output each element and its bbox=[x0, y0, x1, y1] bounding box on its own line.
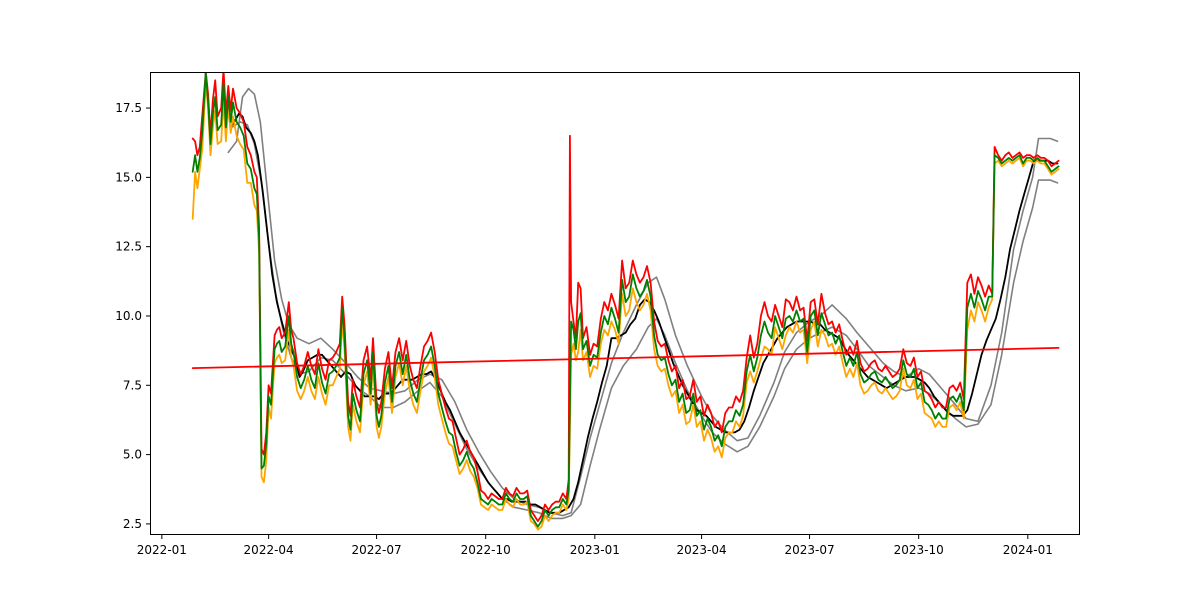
series-line-1 bbox=[227, 87, 1059, 517]
series-line-4 bbox=[191, 82, 1060, 531]
y-tick-label: 7.5 bbox=[123, 378, 142, 392]
y-tick-label: 15.0 bbox=[115, 170, 142, 184]
x-tick-label: 2024-01 bbox=[1003, 543, 1053, 557]
x-tick-label: 2023-04 bbox=[677, 543, 727, 557]
y-tick-label: 5.0 bbox=[123, 448, 142, 462]
x-tick-label: 2022-07 bbox=[351, 543, 401, 557]
y-tick-label: 17.5 bbox=[115, 101, 142, 115]
series-line-5 bbox=[191, 72, 1060, 522]
y-tick-label: 12.5 bbox=[115, 240, 142, 254]
series-layer bbox=[191, 72, 1060, 531]
x-tick-label: 2022-01 bbox=[137, 543, 187, 557]
x-tick-label: 2022-10 bbox=[461, 543, 511, 557]
x-axis: 2022-01 2022-04 2022-07 2022-10 2023-01 2023-… bbox=[137, 535, 1053, 557]
series-line-7 bbox=[191, 346, 1060, 370]
x-tick-label: 2023-10 bbox=[894, 543, 944, 557]
y-tick-label: 2.5 bbox=[123, 517, 142, 531]
y-axis: 2.5 5.0 7.5 10.0 12.5 15.0 17.5 bbox=[115, 101, 150, 531]
series-line-6 bbox=[191, 72, 1060, 528]
plot-frame bbox=[150, 72, 1080, 535]
x-tick-label: 2023-07 bbox=[784, 543, 834, 557]
y-tick-label: 10.0 bbox=[115, 309, 142, 323]
x-tick-label: 2023-01 bbox=[570, 543, 620, 557]
x-tick-label: 2022-04 bbox=[244, 543, 294, 557]
